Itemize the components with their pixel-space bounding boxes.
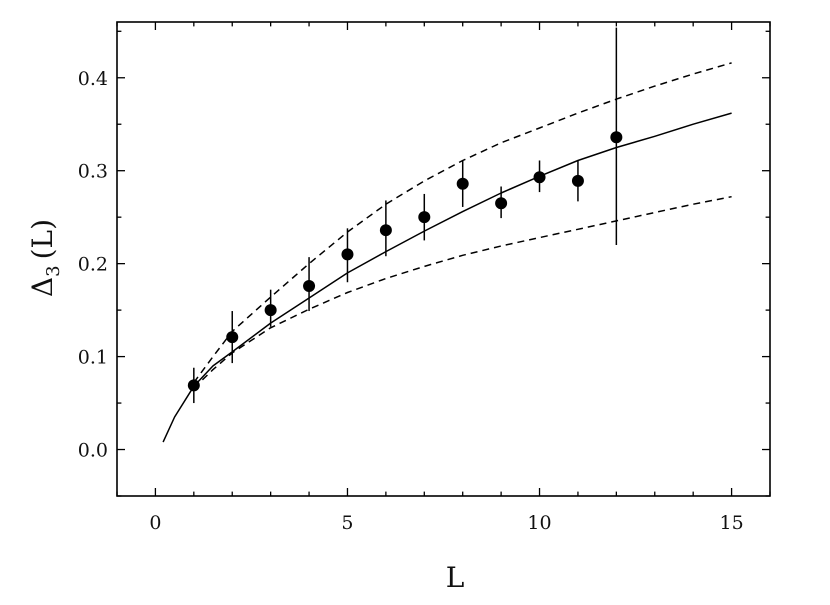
data-point [456,177,469,190]
y-axis-subscript: 3 [43,265,64,276]
solid-fit-curve [162,112,732,443]
x-tick-label: 10 [527,512,551,534]
data-point [341,248,354,261]
y-tick-label: 0.3 [78,161,108,183]
axis-ticks: 0 5 10 15 0.0 0.1 0.2 0.3 0.4 [78,22,771,534]
x-tick-label: 15 [719,512,743,534]
data-point [187,379,200,392]
data-points [187,27,623,404]
data-point [418,211,431,224]
upper-dashed-curve [193,62,732,384]
data-point [379,224,392,237]
y-tick-label: 0.1 [78,347,108,369]
data-point [533,171,546,184]
data-point [264,304,277,317]
y-tick-label: 0.0 [78,440,108,462]
data-point [303,279,316,292]
x-axis-title: L [446,561,465,594]
data-point [571,174,584,187]
y-axis-symbol: Δ [26,277,59,297]
curves [162,62,732,443]
lower-dashed-curve [193,195,732,389]
x-tick-label: 0 [149,512,161,534]
data-point [495,197,508,210]
data-point [610,131,623,144]
y-tick-label: 0.4 [78,68,108,90]
data-point [226,331,239,344]
y-tick-label: 0.2 [78,254,108,276]
plot-frame [116,21,771,497]
y-axis-argument: (L) [26,219,59,259]
x-tick-label: 5 [341,512,353,534]
y-axis-title: Δ3 (L) [26,219,64,297]
